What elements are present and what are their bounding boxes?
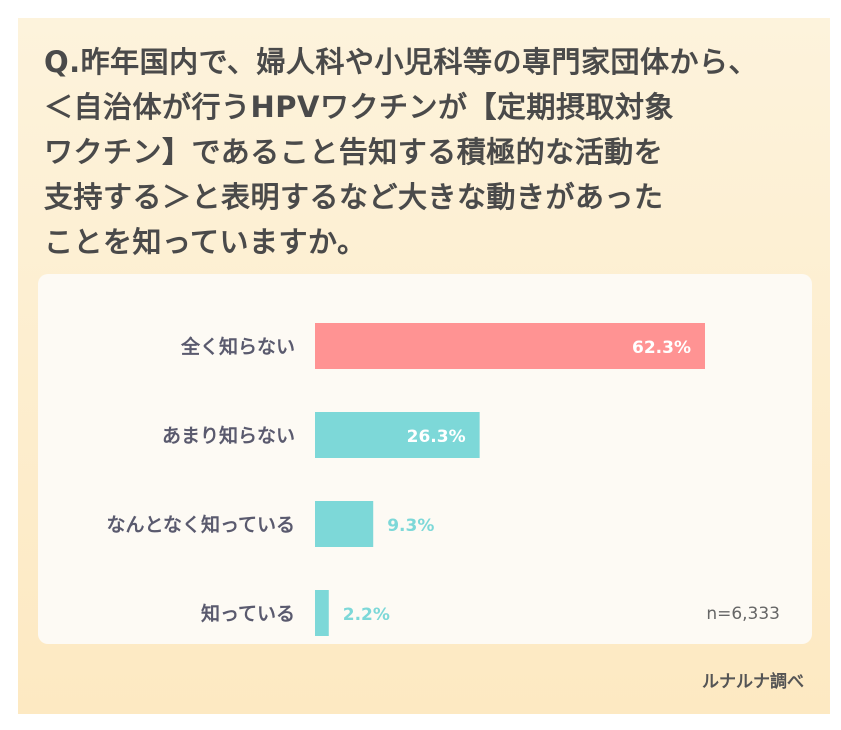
category-label: なんとなく知っている [107,513,295,536]
question-title: Q.昨年国内で、婦人科や小児科等の専門家団体から、 ＜自治体が行うHPVワクチン… [44,45,759,259]
category-label: あまり知らない [162,424,295,447]
sample-size: n=6,333 [706,604,780,624]
chart-panel: 全く知らない 62.3% あまり知らない 26.3% なんとなく知っている 9.3% 知って… [38,274,812,644]
value-label: 2.2% [343,605,390,625]
source-credit: ルナルナ調べ [702,672,804,692]
bar [315,412,480,458]
bar [315,590,329,636]
category-label: 知っている [201,602,295,625]
bar-chart: 全く知らない 62.3% あまり知らない 26.3% なんとなく知っている 9.3% 知って… [107,323,705,636]
category-label: 全く知らない [180,335,295,358]
bar [315,323,705,369]
value-label: 9.3% [387,516,434,536]
value-label: 26.3% [407,427,466,447]
value-label: 62.3% [632,338,691,358]
survey-card: Q.昨年国内で、婦人科や小児科等の専門家団体から、 ＜自治体が行うHPVワクチン… [18,18,830,714]
bar [315,501,374,547]
